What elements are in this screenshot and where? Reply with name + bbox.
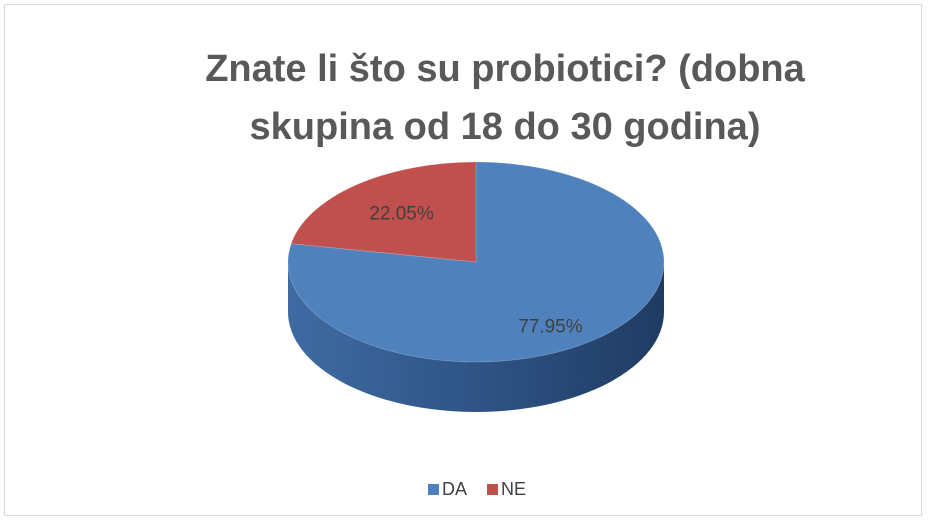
legend-swatch xyxy=(428,484,439,495)
slice xyxy=(290,161,477,263)
chart-title: Znate li što su probiotici? (dobna skupi… xyxy=(205,48,805,148)
legend-label: DA xyxy=(442,479,467,499)
legend-label: NE xyxy=(501,479,526,499)
data-label: 22.05% xyxy=(369,203,434,224)
data-label: 77.95% xyxy=(518,317,583,338)
slice-side xyxy=(288,262,664,412)
legend-swatch xyxy=(487,484,499,495)
slice xyxy=(287,161,665,363)
chart-frame xyxy=(4,4,922,516)
